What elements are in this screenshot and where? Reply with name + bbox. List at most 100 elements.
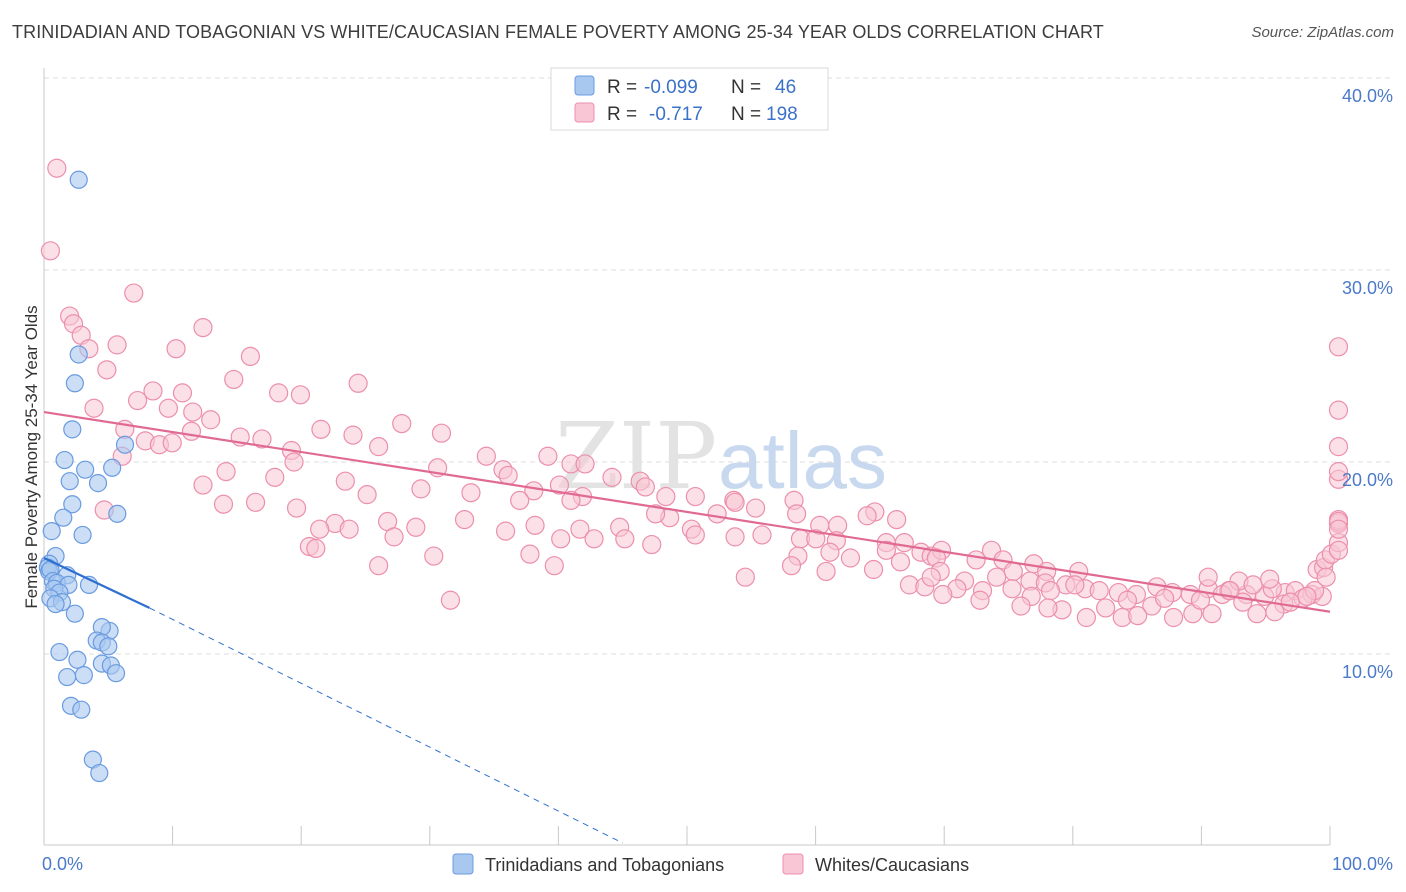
bottom-legend-swatch-pink xyxy=(782,853,804,875)
point-trinidadians xyxy=(63,420,82,439)
bottom-legend-label-2: Whites/Caucasians xyxy=(815,855,969,875)
point-whites xyxy=(172,383,193,403)
y-tick-label: 20.0% xyxy=(1342,470,1393,490)
legend-swatch-blue xyxy=(574,75,595,96)
point-whites xyxy=(857,506,877,526)
chart-title: TRINIDADIAN AND TOBAGONIAN VS WHITE/CAUC… xyxy=(12,22,1104,42)
point-whites xyxy=(1096,598,1116,618)
point-whites xyxy=(1328,337,1349,357)
point-whites xyxy=(193,318,213,338)
bottom-legend-swatch-blue xyxy=(452,853,474,875)
trendline-whites xyxy=(43,410,1331,613)
point-trinidadians xyxy=(58,667,77,687)
point-whites xyxy=(193,475,213,495)
point-whites xyxy=(498,465,518,486)
point-whites xyxy=(1190,590,1211,610)
point-trinidadians xyxy=(103,458,122,477)
legend-n-label-1: N = xyxy=(731,77,761,98)
gridlines xyxy=(44,77,1392,655)
point-whites xyxy=(1089,581,1109,601)
legend-r-label-1: R = xyxy=(607,77,637,98)
trendline-trinidadians xyxy=(43,557,150,609)
point-whites xyxy=(806,529,826,549)
point-whites xyxy=(411,479,431,499)
point-whites xyxy=(685,525,705,545)
point-whites xyxy=(1328,462,1349,482)
point-trinidadians xyxy=(74,666,93,685)
point-whites xyxy=(97,360,117,380)
y-tick-label: 40.0% xyxy=(1342,86,1393,106)
point-whites xyxy=(143,381,163,401)
point-whites xyxy=(369,437,389,457)
point-whites xyxy=(642,534,662,555)
point-whites xyxy=(216,462,236,482)
point-whites xyxy=(1265,602,1285,622)
point-trinidadians xyxy=(73,525,92,545)
point-trinidadians xyxy=(88,474,108,493)
point-whites xyxy=(1011,596,1031,616)
point-whites xyxy=(538,446,558,466)
point-whites xyxy=(544,556,564,576)
legend-r-value-2: -0.717 xyxy=(649,104,703,125)
legend-swatch-pink xyxy=(574,102,595,123)
point-whites xyxy=(286,498,307,518)
point-whites xyxy=(510,490,530,510)
point-whites xyxy=(524,481,544,501)
point-whites xyxy=(166,339,186,359)
point-trinidadians xyxy=(46,594,65,614)
point-whites xyxy=(252,429,272,449)
y-tick-label: 10.0% xyxy=(1342,662,1393,682)
point-whites xyxy=(392,414,412,434)
point-whites xyxy=(1002,579,1022,599)
point-whites xyxy=(124,283,144,303)
point-whites xyxy=(440,590,461,610)
point-trinidadians xyxy=(99,637,118,656)
point-whites xyxy=(970,590,990,610)
point-whites xyxy=(495,521,516,541)
point-whites xyxy=(201,410,221,430)
point-whites xyxy=(656,486,676,507)
series-whites-caucasians xyxy=(40,158,1349,628)
point-trinidadians xyxy=(90,763,109,783)
point-whites xyxy=(1328,437,1349,457)
watermark: ZIP atlas xyxy=(555,403,887,510)
x-tick-label: 100.0% xyxy=(1332,854,1393,874)
legend-n-value-2: 198 xyxy=(766,104,798,125)
point-whites xyxy=(575,454,595,474)
point-trinidadians xyxy=(60,472,79,491)
point-whites xyxy=(431,423,452,443)
point-whites xyxy=(1198,567,1218,587)
point-whites xyxy=(1297,586,1317,607)
point-whites xyxy=(290,385,311,405)
point-whites xyxy=(1328,400,1349,420)
point-whites xyxy=(570,519,590,539)
point-whites xyxy=(745,498,766,518)
point-trinidadians xyxy=(108,504,127,523)
point-whites xyxy=(339,519,359,539)
point-whites xyxy=(525,515,545,535)
point-whites xyxy=(551,529,571,549)
point-trinidadians xyxy=(69,345,88,364)
point-whites xyxy=(1260,569,1280,589)
point-whites xyxy=(357,485,377,505)
point-whites xyxy=(584,529,604,549)
point-trinidadians xyxy=(72,700,91,719)
point-whites xyxy=(549,475,570,495)
y-tick-labels: 10.0% 20.0% 30.0% 40.0% xyxy=(1342,86,1393,682)
legend-n-value-1: 46 xyxy=(775,77,796,98)
point-whites xyxy=(343,425,363,445)
point-trinidadians xyxy=(106,664,126,683)
point-whites xyxy=(1202,604,1222,624)
point-trinidadians xyxy=(65,604,84,623)
legend-box xyxy=(550,67,829,131)
point-trinidadians xyxy=(68,650,87,669)
point-whites xyxy=(1003,561,1023,582)
point-trinidadians xyxy=(55,450,74,470)
point-whites xyxy=(183,402,203,422)
point-whites xyxy=(127,390,148,411)
point-whites xyxy=(645,504,666,524)
legend-r-value-1: -0.099 xyxy=(644,77,698,98)
point-whites xyxy=(284,452,304,472)
point-whites xyxy=(887,509,907,530)
point-whites xyxy=(162,433,182,453)
